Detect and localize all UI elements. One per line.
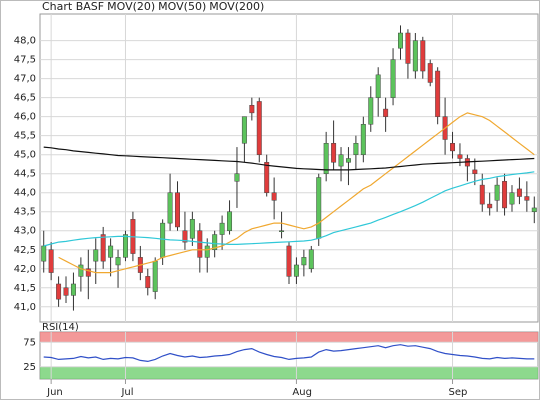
candle-body: [241, 116, 247, 144]
candle-body: [160, 222, 166, 258]
candle-body: [167, 192, 173, 224]
candle-body: [472, 169, 478, 174]
oversold-band: [40, 366, 538, 379]
candle-body: [48, 249, 54, 273]
candle-body: [345, 158, 351, 163]
candle-body: [85, 268, 91, 277]
candle-body: [182, 230, 188, 243]
candle-body: [494, 184, 500, 201]
candle-body: [375, 74, 381, 98]
candle-body: [427, 63, 433, 83]
candle-body: [353, 143, 359, 155]
candle-body: [234, 173, 240, 182]
y-tick-label: 46,0: [14, 112, 36, 123]
candle-body: [286, 245, 292, 277]
candle-body: [435, 70, 441, 117]
y-tick-label: 41,5: [14, 283, 36, 294]
candle-body: [63, 287, 69, 296]
candle-body: [383, 108, 389, 117]
candle-body: [405, 32, 411, 64]
candle-body: [115, 257, 121, 266]
candle-body: [316, 177, 322, 239]
candle-body: [256, 101, 262, 155]
rsi-line: [43, 344, 535, 363]
candle-body: [457, 154, 463, 159]
x-tick-label: Aug: [292, 387, 312, 398]
candle-body: [331, 143, 337, 163]
moving-average-line: [58, 112, 535, 274]
candle-body: [398, 32, 403, 49]
candle-body: [70, 283, 76, 296]
candle-body: [479, 184, 485, 205]
candle-body: [93, 249, 99, 262]
candle-body: [271, 192, 277, 201]
y-tick-label: 45,0: [14, 150, 36, 161]
candle-body: [509, 192, 515, 205]
y-tick-label: 42,5: [14, 245, 36, 256]
y-tick-label: 46,5: [14, 93, 36, 104]
candle-body: [308, 249, 314, 270]
candle-body: [108, 245, 114, 258]
y-tick-label: 44,5: [14, 169, 36, 180]
candle-body: [249, 105, 255, 114]
candle-body: [189, 219, 195, 239]
candle-body: [152, 260, 158, 292]
candle-body: [450, 143, 456, 152]
candle-body: [56, 283, 62, 300]
y-tick-label: 41,0: [14, 302, 36, 313]
candle-body: [293, 264, 299, 277]
candle-body: [412, 40, 418, 72]
x-tick-label: Jun: [46, 387, 63, 398]
candle-body: [390, 59, 396, 98]
candle-body: [264, 162, 270, 193]
candle-body: [227, 211, 233, 231]
legend-entry: MOV(50): [158, 0, 206, 13]
candle-body: [204, 245, 210, 258]
candle-body: [368, 97, 374, 125]
candle-body: [531, 207, 537, 212]
legend-entry: MOV(200): [209, 0, 264, 13]
y-tick-label: 47,0: [14, 74, 36, 85]
y-tick-label: 45,5: [14, 131, 36, 142]
candle-body: [100, 234, 106, 262]
y-tick-label: 75: [23, 337, 36, 348]
y-tick-label: 48,0: [14, 36, 36, 47]
chart-title: Chart BASF: [42, 0, 104, 13]
overbought-band: [40, 332, 538, 343]
legend-entry: MOV(20): [107, 0, 155, 13]
candle-body: [219, 222, 225, 235]
panel-title: RSI(14): [42, 322, 79, 333]
candle-body: [338, 154, 344, 167]
candle-body: [323, 143, 329, 174]
y-tick-label: 44,0: [14, 188, 36, 199]
candle-body: [524, 196, 530, 201]
candle-body: [212, 234, 218, 251]
candle-body: [360, 124, 366, 155]
candle-body: [516, 188, 522, 197]
moving-average-line: [43, 171, 535, 247]
candle-body: [502, 181, 508, 209]
x-tick-label: Jul: [120, 387, 133, 398]
candle-body: [420, 40, 426, 72]
candle-body: [145, 276, 151, 289]
candle-body: [487, 203, 493, 209]
x-tick-label: Sep: [449, 387, 468, 398]
candle-body: [41, 245, 47, 262]
candle-body: [197, 230, 203, 258]
y-tick-label: 42,0: [14, 264, 36, 275]
y-tick-label: 25: [23, 362, 36, 373]
y-tick-label: 43,0: [14, 226, 36, 237]
y-tick-label: 47,5: [14, 55, 36, 66]
candle-body: [122, 234, 128, 258]
y-tick-label: 43,5: [14, 207, 36, 218]
candle-body: [78, 264, 84, 277]
candle-body: [175, 192, 180, 228]
moving-average-line: [43, 146, 535, 171]
candle-body: [279, 230, 285, 232]
candle-body: [301, 257, 307, 266]
